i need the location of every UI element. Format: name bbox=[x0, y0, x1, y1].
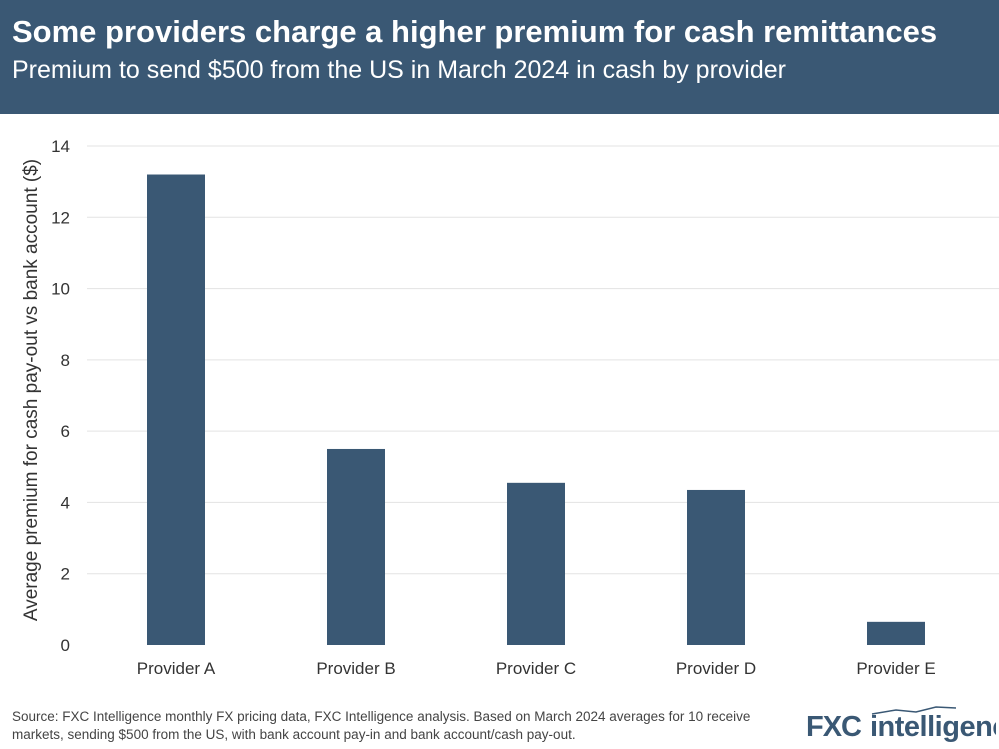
bar bbox=[687, 489, 745, 645]
y-tick-label: 0 bbox=[61, 636, 70, 655]
x-tick-label: Provider E bbox=[856, 659, 935, 678]
y-tick-label: 12 bbox=[51, 208, 70, 227]
bar bbox=[327, 448, 385, 645]
y-tick-label: 14 bbox=[51, 137, 70, 156]
svg-text:FXC: FXC bbox=[806, 711, 862, 743]
bar bbox=[147, 174, 205, 645]
y-tick-label: 2 bbox=[61, 565, 70, 584]
header: Some providers charge a higher premium f… bbox=[0, 0, 999, 114]
x-tick-label: Provider A bbox=[137, 659, 216, 678]
x-tick-label: Provider D bbox=[676, 659, 756, 678]
bar-chart: Average premium for cash pay-out vs bank… bbox=[21, 137, 999, 678]
svg-text:intelligence: intelligence bbox=[870, 711, 996, 743]
logo-graphic: FXC intelligence bbox=[806, 706, 996, 743]
chart-title: Some providers charge a higher premium f… bbox=[12, 14, 938, 49]
x-tick-label: Provider B bbox=[316, 659, 395, 678]
y-axis-label: Average premium for cash pay-out vs bank… bbox=[21, 159, 42, 621]
y-tick-label: 6 bbox=[61, 422, 70, 441]
y-tick-label: 4 bbox=[61, 493, 70, 512]
bar bbox=[507, 482, 565, 645]
y-tick-label: 8 bbox=[61, 351, 70, 370]
source-note: Source: FXC Intelligence monthly FX pric… bbox=[12, 709, 751, 742]
y-tick-label: 10 bbox=[51, 280, 70, 299]
x-tick-label: Provider C bbox=[496, 659, 576, 678]
bar bbox=[867, 621, 925, 645]
chart-subtitle: Premium to send $500 from the US in Marc… bbox=[12, 56, 786, 84]
